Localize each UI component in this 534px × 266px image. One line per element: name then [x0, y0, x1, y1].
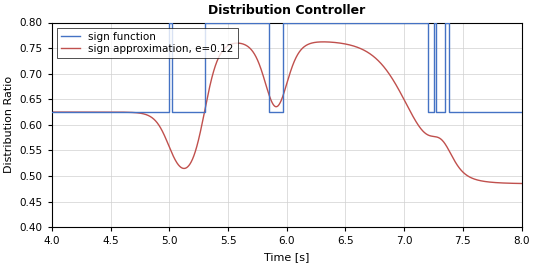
sign function	[519, 110, 525, 114]
sign function	[266, 21, 272, 24]
sign approximation, e=0.12	[327, 40, 333, 44]
sign approximation, e=0.12	[519, 182, 525, 185]
sign function	[445, 21, 452, 24]
sign function	[433, 21, 439, 24]
sign function	[445, 110, 452, 114]
sign approximation, e=0.12	[347, 44, 354, 47]
sign function	[433, 110, 439, 114]
Title: Distribution Controller: Distribution Controller	[208, 4, 365, 17]
sign approximation, e=0.12	[397, 91, 403, 94]
sign function	[280, 110, 286, 114]
sign function	[266, 110, 272, 114]
Legend: sign function, sign approximation, e=0.12: sign function, sign approximation, e=0.1…	[57, 28, 238, 58]
sign function	[166, 110, 172, 114]
sign function	[425, 110, 431, 114]
Y-axis label: Distribution Ratio: Distribution Ratio	[4, 76, 14, 173]
sign function	[442, 110, 449, 114]
Line: sign approximation, e=0.12: sign approximation, e=0.12	[52, 42, 522, 184]
sign function	[201, 110, 208, 114]
X-axis label: Time [s]: Time [s]	[264, 252, 309, 262]
sign function	[201, 21, 208, 24]
sign function	[280, 21, 286, 24]
sign approximation, e=0.12	[49, 110, 55, 114]
sign function	[168, 21, 175, 24]
sign function	[430, 21, 437, 24]
sign function	[168, 110, 175, 114]
sign function	[442, 21, 449, 24]
sign function	[430, 110, 437, 114]
sign function	[166, 21, 172, 24]
sign approximation, e=0.12	[219, 50, 225, 53]
sign function	[425, 21, 431, 24]
Line: sign function: sign function	[52, 23, 522, 112]
sign approximation, e=0.12	[72, 110, 78, 114]
sign approximation, e=0.12	[320, 40, 327, 43]
sign function	[49, 110, 55, 114]
sign approximation, e=0.12	[422, 132, 428, 135]
